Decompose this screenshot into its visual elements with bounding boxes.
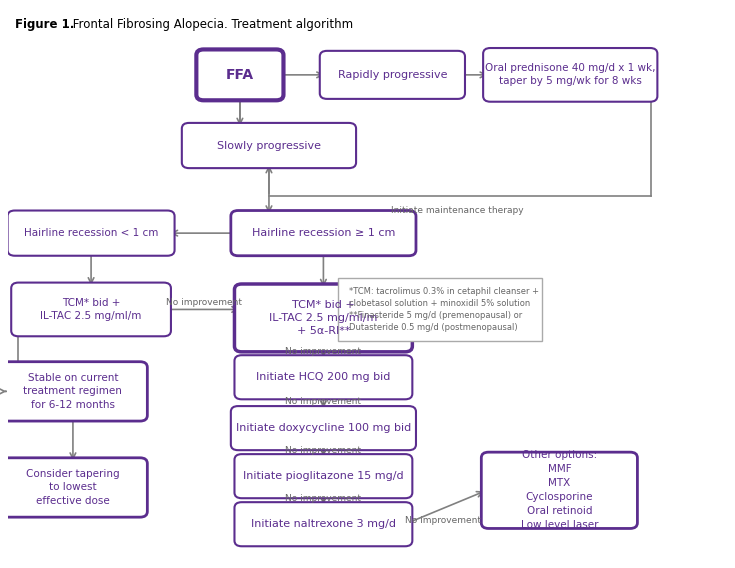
FancyBboxPatch shape [182,123,356,168]
Text: Consider tapering
to lowest
effective dose: Consider tapering to lowest effective do… [26,469,120,506]
Text: Rapidly progressive: Rapidly progressive [337,70,447,80]
Text: Initiate maintenance therapy: Initiate maintenance therapy [392,206,524,215]
Text: Other options:
MMF
MTX
Cyclosporine
Oral retinoid
Low level laser: Other options: MMF MTX Cyclosporine Oral… [520,450,598,531]
Text: Stable on current
treatment regimen
for 6-12 months: Stable on current treatment regimen for … [24,373,122,410]
FancyBboxPatch shape [7,211,175,256]
Text: TCM* bid +
IL-TAC 2.5 mg/ml/m: TCM* bid + IL-TAC 2.5 mg/ml/m [40,298,142,321]
FancyBboxPatch shape [234,502,412,546]
FancyBboxPatch shape [234,454,412,498]
Text: Hairline recession < 1 cm: Hairline recession < 1 cm [24,228,158,238]
Text: *TCM: tacrolimus 0.3% in cetaphil cleanser +
clobetasol solution + minoxidil 5% : *TCM: tacrolimus 0.3% in cetaphil cleans… [349,287,539,332]
FancyBboxPatch shape [196,49,284,101]
Text: Initiate doxycycline 100 mg bid: Initiate doxycycline 100 mg bid [236,423,411,433]
Text: Oral prednisone 40 mg/d x 1 wk,
taper by 5 mg/wk for 8 wks: Oral prednisone 40 mg/d x 1 wk, taper by… [485,63,656,86]
FancyBboxPatch shape [0,458,147,517]
Text: Initiate naltrexone 3 mg/d: Initiate naltrexone 3 mg/d [251,519,396,529]
FancyBboxPatch shape [234,355,412,399]
FancyBboxPatch shape [0,362,147,421]
Text: Figure 1.: Figure 1. [15,18,74,31]
Text: Initiate HCQ 200 mg bid: Initiate HCQ 200 mg bid [257,372,390,382]
Text: No improvement: No improvement [285,446,362,455]
Text: Initiate pioglitazone 15 mg/d: Initiate pioglitazone 15 mg/d [243,471,404,481]
Text: No improvement: No improvement [285,347,362,356]
FancyBboxPatch shape [231,406,416,450]
Text: FFA: FFA [226,68,254,82]
FancyBboxPatch shape [11,283,171,336]
FancyBboxPatch shape [337,278,542,341]
Text: No improvement: No improvement [285,494,362,503]
Text: No improvement: No improvement [285,397,362,406]
FancyBboxPatch shape [320,51,465,99]
Text: TCM* bid +
IL-TAC 2.5 mg/ml/m
+ 5α-RI**: TCM* bid + IL-TAC 2.5 mg/ml/m + 5α-RI** [269,300,378,336]
Text: Frontal Fibrosing Alopecia. Treatment algorithm: Frontal Fibrosing Alopecia. Treatment al… [69,18,354,31]
Text: No improvement: No improvement [165,298,242,307]
FancyBboxPatch shape [483,48,657,102]
Text: Slowly progressive: Slowly progressive [217,140,321,151]
Text: Hairline recession ≥ 1 cm: Hairline recession ≥ 1 cm [251,228,395,238]
FancyBboxPatch shape [231,211,416,256]
FancyBboxPatch shape [234,284,412,352]
FancyBboxPatch shape [481,452,637,528]
Text: No improvement: No improvement [405,516,481,525]
